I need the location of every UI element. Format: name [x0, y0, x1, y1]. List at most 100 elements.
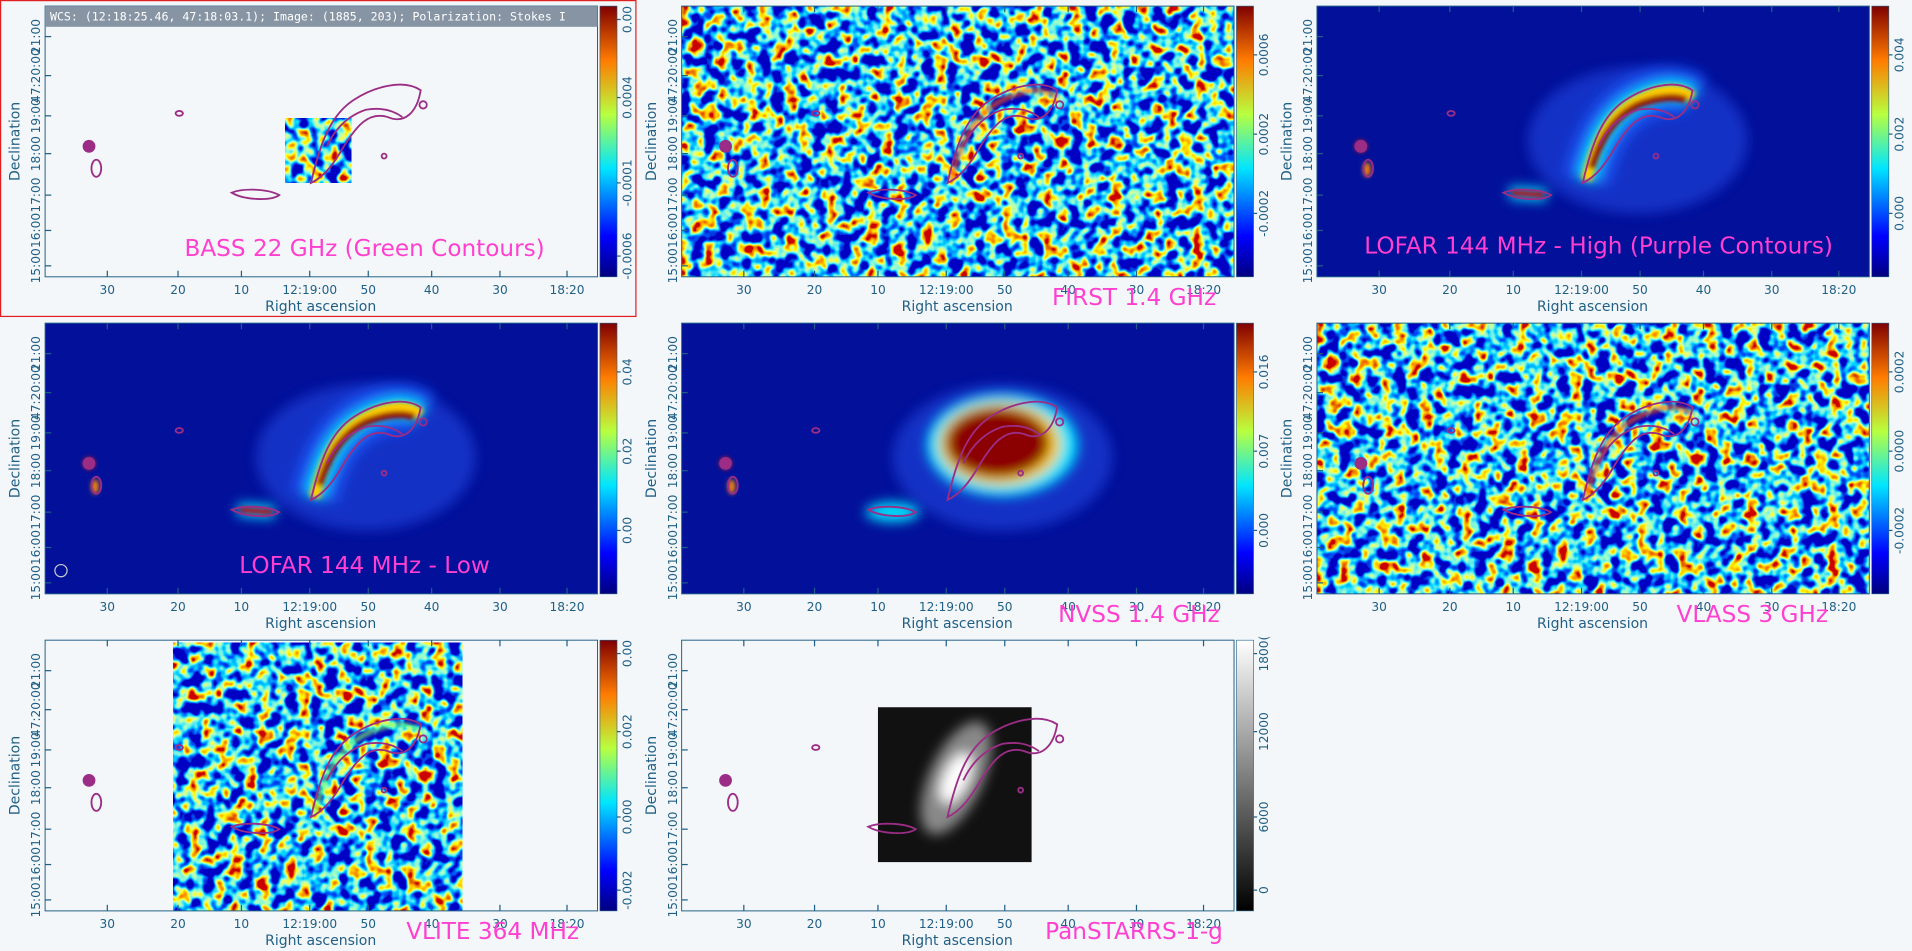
- x-tick-label: 30: [1129, 283, 1145, 297]
- contour-point: [719, 139, 732, 153]
- emission: [865, 393, 1078, 522]
- x-tick-label: 12:19:00: [919, 283, 974, 297]
- y-tick-label: 47:20:00: [666, 48, 680, 103]
- active-panel-border: [0, 0, 637, 318]
- y-tick-label: 21:00: [1301, 19, 1315, 54]
- y-tick-label: 47:20:00: [29, 48, 43, 103]
- x-tick-label: 50: [360, 283, 376, 297]
- contour: [418, 417, 428, 427]
- contour: [1597, 107, 1675, 147]
- y-tick-label: 21:00: [666, 19, 680, 54]
- emission-core-arc: [315, 410, 416, 487]
- x-tick-label: 30: [736, 283, 752, 297]
- image-panel[interactable]: 30 20 10 12:19:00 50 40 30 18:20 15:0016:0017:00…: [1279, 322, 1906, 632]
- y-tick-label: 17:00: [666, 178, 680, 213]
- x-tick-label: 40: [424, 283, 440, 297]
- contour: [962, 107, 1040, 147]
- x-tick-label: 30: [492, 917, 508, 931]
- y-tick-label: 19:00: [666, 415, 680, 450]
- contour: [811, 110, 821, 117]
- y-tick-label: 17:00: [1301, 178, 1315, 213]
- colorbar-tick-label: -0.002: [621, 871, 635, 910]
- emission-core-lower: [1511, 190, 1544, 198]
- x-axis-label: Right ascension: [265, 616, 376, 632]
- contour: [90, 792, 103, 812]
- y-axis-label: Declination: [8, 736, 24, 815]
- x-tick-label: 30: [1371, 600, 1387, 614]
- y-tick-label: 19:00: [666, 98, 680, 133]
- image-panel[interactable]: 30 20 10 12:19:00 50 40 30 18:20 15:0016:0017:00…: [644, 322, 1271, 632]
- x-tick-label: 50: [997, 283, 1013, 297]
- image-panel[interactable]: 30 20 10 12:19:00 50 40 30 18:20 15:0016:0017:00…: [644, 636, 1271, 949]
- contour: [325, 424, 403, 464]
- x-tick-label: 30: [492, 600, 508, 614]
- image-panel[interactable]: 30 20 10 12:19:00 50 40 30 18:20 15:0016:0017:00…: [644, 5, 1271, 315]
- contour: [325, 107, 403, 147]
- y-tick-label: 19:00: [666, 732, 680, 767]
- contour: [1362, 158, 1374, 178]
- y-tick-label: 47:20:00: [666, 365, 680, 420]
- x-tick-label: 30: [1129, 917, 1145, 931]
- x-tick-label: 18:20: [549, 283, 584, 297]
- x-tick-label: 20: [807, 600, 823, 614]
- x-tick-label: 30: [100, 600, 116, 614]
- x-tick-label: 50: [997, 917, 1013, 931]
- contour: [727, 792, 739, 812]
- y-tick-label: 19:00: [29, 732, 43, 767]
- y-tick-label: 15:00: [29, 248, 43, 283]
- colorbar: [1236, 639, 1254, 912]
- colorbar-tick-label: 0: [1257, 886, 1271, 894]
- image-panel[interactable]: 30 20 10 12:19:00 50 40 30 18:20 15:0016:0017:00…: [8, 322, 635, 632]
- panel-label: PanSTARRS-1-g: [1045, 919, 1223, 945]
- x-tick-label: 30: [1764, 283, 1780, 297]
- contour: [1362, 475, 1374, 495]
- y-tick-label: 21:00: [666, 653, 680, 688]
- y-axis-label: Declination: [1279, 102, 1295, 181]
- x-tick-label: 10: [870, 600, 886, 614]
- y-tick-label: 17:00: [666, 812, 680, 847]
- colorbar-tick-label: 0.00: [621, 6, 635, 33]
- contour: [90, 158, 103, 178]
- x-tick-label: 40: [424, 917, 440, 931]
- image-content: [1316, 6, 1870, 277]
- contour: [1055, 734, 1065, 744]
- panel-label: FIRST 1.4 GHz: [1052, 285, 1216, 311]
- y-tick-label: 21:00: [29, 653, 43, 688]
- image-panel[interactable]: 30 20 10 12:19:00 50 40 30 18:20 15:0016:0017:00…: [1279, 5, 1906, 315]
- x-tick-label: 20: [170, 283, 186, 297]
- y-axis-label: Declination: [644, 419, 660, 498]
- contour-point: [82, 456, 96, 470]
- plot-frame: [44, 322, 598, 595]
- contour: [866, 188, 918, 200]
- contour: [380, 469, 388, 477]
- x-tick-label: 18:20: [549, 600, 584, 614]
- contour: [174, 744, 184, 751]
- contour-point: [1354, 139, 1368, 153]
- contour-point: [82, 139, 96, 153]
- y-tick-label: 19:00: [29, 98, 43, 133]
- x-tick-label: 40: [424, 600, 440, 614]
- image-panel[interactable]: 30 20 10 12:19:00 50 40 30 18:20 15:0016:0017:00…: [0, 0, 637, 318]
- image-panel[interactable]: 30 20 10 12:19:00 50 40 30 18:20 15:0016:0017:00…: [8, 639, 635, 949]
- contour-point: [82, 774, 96, 787]
- contour: [866, 822, 918, 834]
- x-tick-label: 18:20: [1186, 917, 1221, 931]
- emission-lobe: [945, 407, 1050, 478]
- y-tick-label: 16:00: [29, 847, 43, 882]
- contour-point: [719, 456, 732, 470]
- x-tick-label: 30: [736, 917, 752, 931]
- x-tick-label: 30: [1764, 600, 1780, 614]
- colorbar-tick-label: -0.0002: [1257, 190, 1271, 237]
- contour: [380, 786, 388, 794]
- y-tick-label: 18:00: [666, 770, 680, 805]
- emission-arc: [1584, 405, 1694, 498]
- y-tick-label: 16:00: [666, 213, 680, 248]
- x-axis-label: Right ascension: [1537, 616, 1648, 632]
- contour: [1446, 110, 1456, 117]
- cursor-info-bg: [45, 6, 598, 27]
- image-content: [681, 640, 1235, 911]
- y-tick-label: 15:00: [666, 248, 680, 283]
- contours: [82, 717, 428, 834]
- colorbar-tick-label: 0.0000: [1892, 430, 1906, 473]
- x-tick-label: 30: [1129, 600, 1145, 614]
